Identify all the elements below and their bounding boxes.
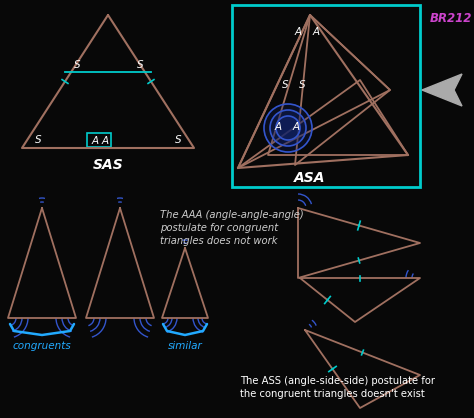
- Text: A: A: [91, 136, 99, 146]
- Text: SAS: SAS: [92, 158, 123, 172]
- Text: ASA: ASA: [294, 171, 326, 185]
- Text: The AAA (angle-angle-angle)
postulate for congruent
triangles does not work: The AAA (angle-angle-angle) postulate fo…: [160, 210, 304, 246]
- Circle shape: [276, 116, 300, 140]
- Text: S: S: [299, 80, 305, 90]
- Polygon shape: [422, 74, 462, 106]
- Text: similar: similar: [168, 341, 202, 351]
- Circle shape: [270, 110, 306, 146]
- Text: The ASS (angle-side-side) postulate for
the congruent triangles doesn't exist: The ASS (angle-side-side) postulate for …: [240, 376, 435, 399]
- Circle shape: [264, 104, 312, 152]
- Text: BR212: BR212: [429, 12, 472, 25]
- Text: A: A: [312, 27, 319, 37]
- Text: S: S: [282, 80, 288, 90]
- Text: A: A: [101, 136, 109, 146]
- Text: S: S: [35, 135, 41, 145]
- Text: A: A: [294, 27, 301, 37]
- Text: A: A: [292, 122, 300, 132]
- Text: S: S: [175, 135, 182, 145]
- Text: S: S: [137, 60, 143, 70]
- Text: A: A: [274, 122, 282, 132]
- Text: congruents: congruents: [13, 341, 72, 351]
- Text: S: S: [73, 60, 80, 70]
